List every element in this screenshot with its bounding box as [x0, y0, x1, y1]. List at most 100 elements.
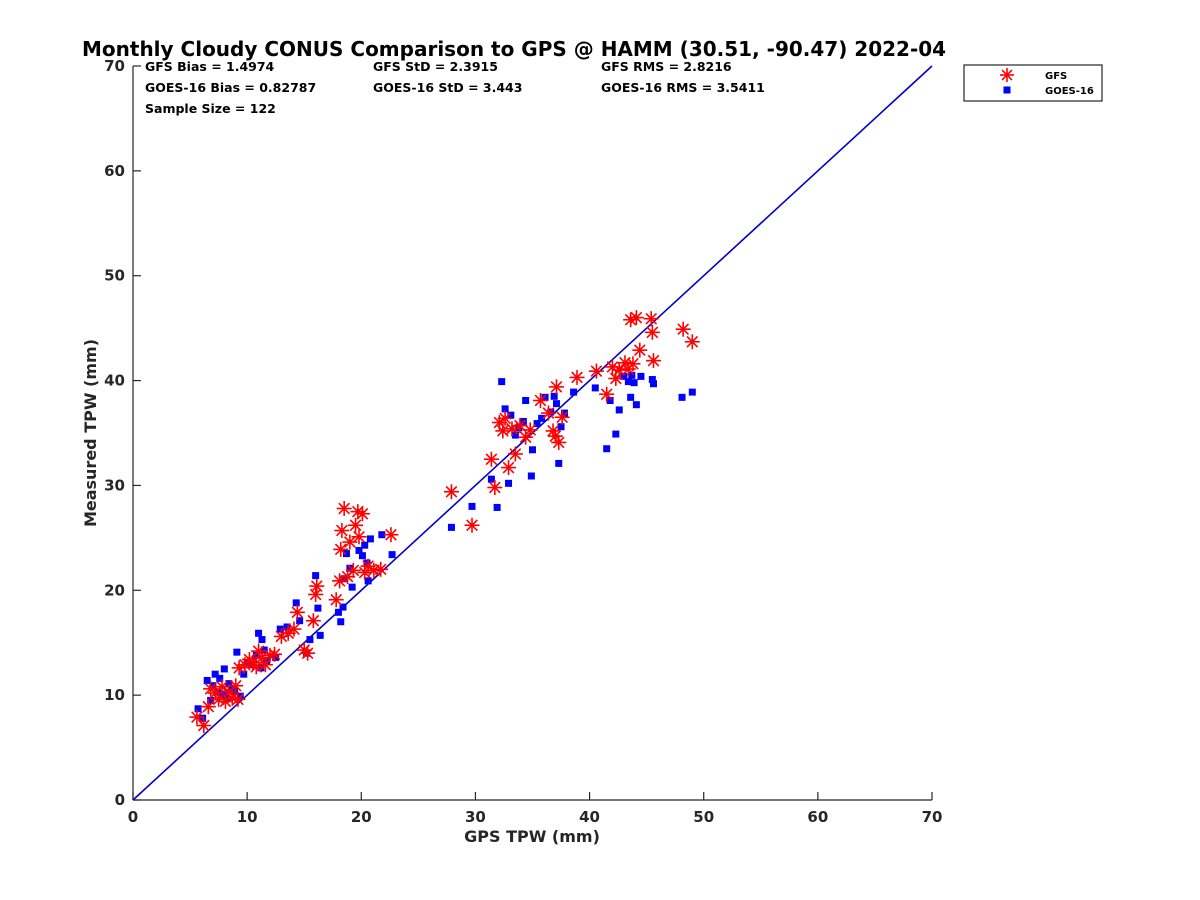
goes-16-point — [632, 401, 640, 409]
goes-16-point — [388, 551, 396, 559]
goes-16-point — [296, 617, 304, 625]
gfs-point — [599, 386, 615, 402]
gfs-point — [348, 517, 364, 533]
goes-16-point — [211, 670, 219, 678]
gfs-point — [309, 578, 325, 594]
goes-rms-stat: GOES-16 RMS = 3.5411 — [601, 80, 765, 95]
legend-gfs-marker-icon — [1000, 68, 1014, 82]
gfs-point — [522, 422, 538, 438]
goes-16-point — [468, 502, 476, 510]
legend-gfs-label: GFS — [1045, 71, 1067, 82]
goes-16-point — [522, 396, 530, 404]
goes-16-point — [194, 705, 202, 713]
chart-title: Monthly Cloudy CONUS Comparison to GPS @… — [82, 37, 946, 61]
goes-16-point — [606, 396, 614, 404]
gfs-rms-stat: GFS RMS = 2.8216 — [601, 59, 732, 74]
y-tick-label: 20 — [104, 581, 125, 599]
goes-16-point — [649, 380, 657, 388]
x-tick-label: 20 — [351, 808, 372, 826]
goes-16-point — [255, 629, 263, 637]
gfs-point — [354, 506, 370, 522]
goes-16-point — [363, 559, 371, 567]
x-tick-label: 60 — [807, 808, 828, 826]
gfs-point — [540, 405, 556, 421]
gfs-point — [645, 353, 661, 369]
goes-16-point — [260, 646, 268, 654]
goes-16-point — [334, 608, 342, 616]
goes-16-point — [358, 552, 366, 560]
goes-16-point — [627, 393, 635, 401]
gfs-point — [569, 369, 585, 385]
gfs-point — [189, 709, 205, 725]
axes — [132, 66, 932, 801]
gfs-point — [551, 434, 567, 450]
gfs-series — [189, 310, 700, 734]
gfs-point — [305, 613, 321, 629]
gfs-point — [286, 621, 302, 637]
goes-16-point — [312, 572, 320, 580]
goes-16-point — [231, 687, 239, 695]
y-tick-label: 70 — [104, 57, 125, 75]
gfs-std-stat: GFS StD = 2.3915 — [373, 59, 498, 74]
goes-16-point — [560, 409, 568, 417]
y-tick-label: 60 — [104, 162, 125, 180]
goes-16-point — [501, 405, 509, 413]
gfs-point — [267, 646, 283, 662]
goes-16-point — [620, 372, 628, 380]
gfs-point — [644, 324, 660, 340]
goes-16-point — [361, 541, 369, 549]
y-tick-label: 10 — [104, 686, 125, 704]
gfs-point — [383, 527, 399, 543]
gfs-point — [518, 429, 534, 445]
y-tick-label: 30 — [104, 476, 125, 494]
goes-16-point — [550, 392, 558, 400]
goes-16-point — [314, 604, 322, 612]
goes-16-point — [688, 388, 696, 396]
goes-16-point — [570, 388, 578, 396]
goes-16-point — [648, 376, 656, 384]
goes-16-point — [339, 603, 347, 611]
goes-16-point — [555, 459, 563, 467]
goes-16-point — [447, 523, 455, 531]
goes-16-point — [257, 664, 265, 672]
gfs-point — [684, 334, 700, 350]
goes-16-point — [252, 651, 260, 659]
goes-16-point — [263, 657, 271, 665]
goes-16-point — [306, 636, 314, 644]
x-tick-label: 50 — [693, 808, 714, 826]
legend-goes-marker-icon — [1003, 86, 1011, 94]
gfs-point — [300, 645, 316, 661]
goes-16-point — [366, 535, 374, 543]
gfs-point — [196, 718, 212, 734]
x-tick-label: 10 — [237, 808, 258, 826]
goes-16-point — [557, 423, 565, 431]
gfs-point — [632, 342, 648, 358]
y-tick-label: 50 — [104, 267, 125, 285]
gfs-point — [501, 460, 517, 476]
gfs-point — [483, 451, 499, 467]
gfs-point — [628, 310, 644, 326]
gfs-point — [548, 379, 564, 395]
y-tick-label: 0 — [115, 791, 125, 809]
goes-16-point — [637, 372, 645, 380]
goes-16-point — [630, 379, 638, 387]
sample-size-stat: Sample Size = 122 — [145, 101, 276, 116]
goes-16-point — [272, 653, 280, 661]
gfs-point — [675, 321, 691, 337]
goes-16-point — [203, 676, 211, 684]
goes-16-point — [292, 599, 300, 607]
goes-16-point — [591, 384, 599, 392]
gfs-point — [643, 311, 659, 327]
goes-16-point — [337, 618, 345, 626]
legend-box — [963, 64, 1103, 102]
gfs-point — [230, 691, 246, 707]
gfs-point — [308, 586, 324, 602]
goes-16-point — [541, 393, 549, 401]
goes-16-point — [498, 378, 506, 386]
legend-gfs-asterisk-icon — [1000, 68, 1014, 82]
goes-16-point — [624, 378, 632, 386]
gfs-point — [443, 484, 459, 500]
gfs-point — [289, 604, 305, 620]
gfs-point — [214, 679, 230, 695]
x-tick-label: 30 — [465, 808, 486, 826]
